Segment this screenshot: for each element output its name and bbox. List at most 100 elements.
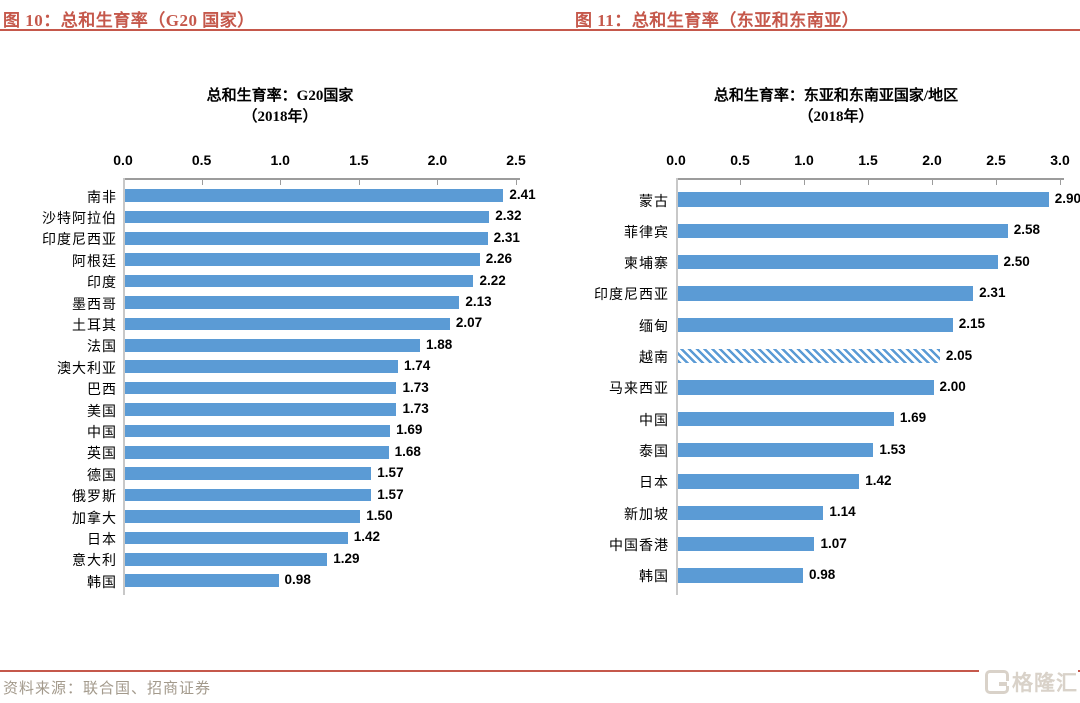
axis-tick-mark: [516, 180, 517, 185]
bar-马来西亚: [677, 380, 934, 395]
bar-阿根廷: [124, 253, 480, 266]
category-label: 韩国: [639, 570, 669, 586]
bar-韩国: [677, 568, 803, 583]
value-label: 1.73: [402, 401, 429, 416]
figure-11-title: 总和生育率（东亚和东南亚）: [631, 11, 860, 30]
value-label: 2.07: [455, 315, 483, 331]
x-axis-line: [676, 178, 1064, 180]
figure-11-label: 图 11：: [575, 11, 632, 30]
bar-日本: [124, 531, 348, 545]
value-label: 1.42: [353, 529, 380, 545]
bar-印度尼西亚: [677, 286, 974, 301]
axis-tick-label: 0.0: [113, 152, 133, 168]
value-label: 1.73: [402, 379, 429, 395]
value-label: 1.42: [865, 472, 892, 488]
category-label: 法国: [87, 340, 117, 356]
figure-10-header: 图 10：总和生育率（G20 国家）: [3, 6, 255, 31]
axis-tick-label: 2.5: [506, 152, 526, 168]
chart-title-line1: 总和生育率：东亚和东南亚国家/地区: [713, 88, 959, 104]
figure-10-label: 图 10：: [3, 11, 61, 30]
category-label: 中国: [87, 425, 117, 441]
chart-title-line2: （2018年）: [798, 109, 874, 125]
figure-11-header: 图 11：总和生育率（东亚和东南亚）: [575, 6, 859, 31]
y-axis-line: [123, 178, 125, 596]
value-label: 2.26: [485, 251, 513, 267]
gelonghui-logo: 格隆汇: [979, 669, 1078, 695]
header-divider-line: [0, 29, 1080, 31]
value-label: 1.50: [366, 508, 393, 523]
value-label: 0.98: [284, 572, 311, 588]
bar-中国: [677, 411, 894, 427]
category-label: 蒙古: [639, 194, 669, 210]
category-label: 马来西亚: [609, 382, 669, 398]
value-label: 1.68: [394, 443, 421, 459]
bar-缅甸: [677, 317, 953, 333]
value-label: 2.32: [495, 208, 522, 224]
axis-tick-label: 0.5: [730, 152, 750, 168]
gelonghui-logo-icon: [985, 670, 1010, 694]
value-label: 1.53: [879, 441, 906, 457]
category-label: 中国: [639, 413, 669, 429]
bar-韩国: [124, 574, 279, 587]
bar-新加坡: [677, 505, 824, 521]
axis-tick-label: 3.0: [1050, 152, 1070, 168]
bar-中国: [124, 424, 391, 438]
value-label: 1.69: [899, 410, 927, 426]
chart-title: 总和生育率：东亚和东南亚国家/地区 （2018年）: [714, 86, 958, 128]
value-label: 1.14: [829, 504, 856, 520]
bar-英国: [124, 446, 389, 459]
axis-tick-label: 2.0: [427, 152, 448, 168]
bar-墨西哥: [124, 296, 460, 309]
axis-tick-mark: [804, 180, 805, 185]
bar-沙特阿拉伯: [124, 210, 490, 224]
axis-tick-mark: [1060, 180, 1061, 185]
category-label: 美国: [87, 404, 117, 420]
value-label: 1.88: [426, 336, 453, 352]
category-label: 墨西哥: [72, 297, 117, 313]
axis-tick-mark: [201, 180, 203, 185]
category-label: 巴西: [87, 383, 117, 399]
value-label: 2.41: [509, 187, 536, 202]
bar-俄罗斯: [124, 488, 372, 502]
chart-title: 总和生育率：G20国家 （2018年）: [207, 86, 354, 128]
category-label: 英国: [87, 447, 117, 463]
bar-德国: [124, 467, 372, 480]
value-label: 1.57: [377, 486, 404, 502]
category-label: 德国: [87, 468, 117, 484]
category-label: 日本: [87, 532, 117, 548]
bar-印度: [124, 274, 474, 288]
bar-南非: [124, 189, 504, 202]
axis-tick-mark: [437, 180, 439, 185]
category-label: 澳大利亚: [57, 361, 117, 377]
category-label: 意大利: [72, 554, 117, 570]
bar-意大利: [124, 553, 328, 566]
value-label: 2.58: [1013, 222, 1041, 238]
bar-美国: [124, 403, 397, 416]
value-label: 2.31: [979, 284, 1006, 300]
axis-tick-mark: [996, 180, 997, 185]
bar-法国: [124, 339, 421, 352]
axis-tick-label: 1.5: [858, 152, 878, 168]
value-label: 2.00: [939, 378, 966, 394]
chart-title-line2: （2018年）: [242, 109, 318, 125]
category-label: 缅甸: [639, 319, 669, 335]
bar-加拿大: [124, 510, 361, 523]
bar-中国香港: [677, 536, 815, 552]
bar-土耳其: [124, 317, 450, 331]
value-label: 1.69: [396, 422, 423, 438]
value-label: 1.07: [820, 535, 847, 551]
bar-越南: [677, 348, 940, 364]
value-label: 1.29: [333, 550, 360, 566]
category-label: 日本: [639, 476, 669, 492]
category-label: 印度: [87, 276, 117, 292]
bar-巴西: [124, 381, 397, 395]
value-label: 2.50: [1003, 253, 1030, 269]
bar-柬埔寨: [677, 254, 998, 270]
category-label: 柬埔寨: [624, 257, 669, 273]
axis-tick-mark: [358, 180, 360, 185]
value-label: 0.98: [808, 566, 836, 582]
category-label: 菲律宾: [624, 225, 669, 241]
value-label: 2.13: [465, 294, 492, 309]
category-label: 中国香港: [609, 539, 669, 555]
